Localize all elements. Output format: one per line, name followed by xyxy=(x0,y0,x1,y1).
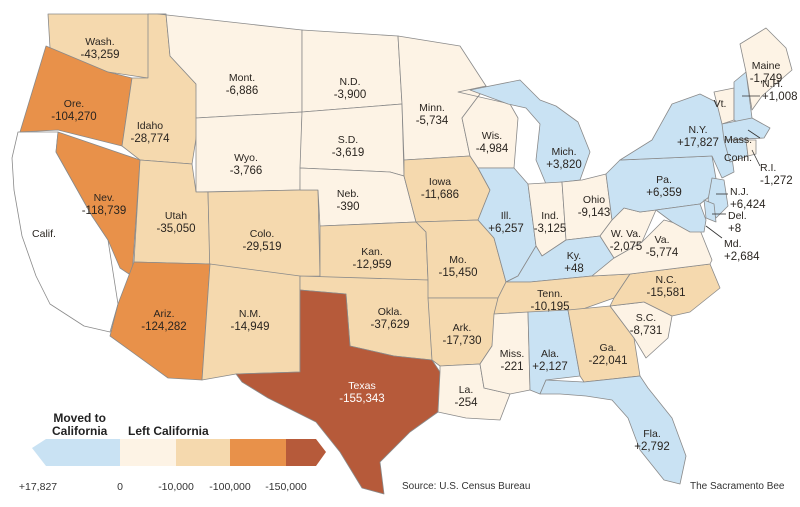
label-vt: Vt. xyxy=(713,98,727,110)
label-ar: Ark. -17,730 xyxy=(442,322,482,347)
label-or: Ore. -104,270 xyxy=(51,98,97,123)
legend-swatch-10k-100k xyxy=(176,439,230,466)
legend-swatch-lt10k xyxy=(120,439,176,466)
label-nd: N.D. -3,900 xyxy=(333,76,367,101)
label-co: Colo. -29,519 xyxy=(242,228,282,253)
label-ga: Ga. -22,041 xyxy=(588,342,628,367)
label-al: Ala. +2,127 xyxy=(532,348,568,373)
label-sc: S.C. -8,731 xyxy=(629,312,663,337)
label-nv: Nev. -118,739 xyxy=(81,192,127,217)
label-nc: N.C. -15,581 xyxy=(646,274,686,299)
label-ca: Calif. xyxy=(32,228,56,240)
legend-swatch-moved xyxy=(32,439,120,466)
legend-swatch-100k-150k xyxy=(230,439,286,466)
label-ks: Kan. -12,959 xyxy=(352,246,392,271)
legend-tick-minus150000: -150,000 xyxy=(265,481,307,493)
label-tn: Tenn. -10,195 xyxy=(530,288,570,313)
state-tx xyxy=(235,289,441,495)
state-md xyxy=(655,203,707,233)
label-ri: R.I. -1,272 xyxy=(760,162,793,187)
label-il: Ill. +6,257 xyxy=(488,210,524,235)
label-nh: N.H. +1,008 xyxy=(762,78,798,103)
label-wa: Wash. -43,259 xyxy=(80,36,120,61)
label-de: Del. +8 xyxy=(728,210,747,235)
label-pa: Pa. +6,359 xyxy=(646,174,682,199)
label-wy: Wyo. -3,766 xyxy=(229,152,263,177)
label-tx: Texas -155,343 xyxy=(339,380,385,405)
label-me: Maine -1,749 xyxy=(749,60,783,85)
label-la: La. -254 xyxy=(454,384,478,409)
label-wi: Wis. -4,984 xyxy=(475,130,509,155)
label-ct: Conn. xyxy=(723,152,753,164)
legend-moved-title: Moved to California xyxy=(52,411,108,438)
legend-swatch-gt150k xyxy=(286,439,326,466)
label-nj: N.J. +6,424 xyxy=(730,186,766,211)
label-va: Va. -5,774 xyxy=(645,234,679,259)
source-note: Source: U.S. Census Bureau xyxy=(402,481,531,492)
label-ia: Iowa -11,686 xyxy=(420,176,460,201)
label-ms: Miss. -221 xyxy=(499,348,525,373)
label-mi: Mich. +3,820 xyxy=(546,146,582,171)
label-oh: Ohio -9,143 xyxy=(577,194,611,219)
label-ny: N.Y. +17,827 xyxy=(677,124,719,149)
label-in: Ind. -3,125 xyxy=(533,210,567,235)
ma-leader-line xyxy=(747,129,761,139)
state-ri xyxy=(745,139,757,157)
label-ma: Mass. xyxy=(723,134,753,146)
label-fl: Fla. +2,792 xyxy=(634,428,670,453)
label-mn: Minn. -5,734 xyxy=(415,102,449,127)
state-de xyxy=(703,199,717,223)
label-id: Idaho -28,774 xyxy=(130,120,170,145)
state-fl xyxy=(539,375,687,485)
label-nm: N.M. -14,949 xyxy=(230,308,270,333)
label-mo: Mo. -15,450 xyxy=(438,254,478,279)
label-ok: Okla. -37,629 xyxy=(370,306,410,331)
legend-scale xyxy=(32,439,326,466)
ri-leader-line xyxy=(751,149,761,167)
label-ne: Neb. -390 xyxy=(336,188,360,213)
label-sd: S.D. -3,619 xyxy=(331,134,365,159)
label-md: Md. +2,684 xyxy=(724,238,760,263)
md-leader-line xyxy=(705,225,723,239)
publisher-credit: The Sacramento Bee xyxy=(690,481,785,492)
legend-tick-plus17827: +17,827 xyxy=(18,481,58,493)
label-wv: W. Va. -2,075 xyxy=(609,228,643,253)
state-me xyxy=(739,27,793,111)
legend-tick-minus10000: -10,000 xyxy=(158,481,194,493)
label-ky: Ky. +48 xyxy=(564,250,584,275)
legend-tick-minus100000: -100,000 xyxy=(209,481,251,493)
label-ut: Utah -35,050 xyxy=(156,210,196,235)
legend-left-title: Left California xyxy=(128,424,209,438)
state-ma xyxy=(721,117,771,141)
label-az: Ariz. -124,282 xyxy=(141,308,187,333)
label-mt: Mont. -6,886 xyxy=(225,72,259,97)
legend-tick-zero: 0 xyxy=(117,481,123,493)
